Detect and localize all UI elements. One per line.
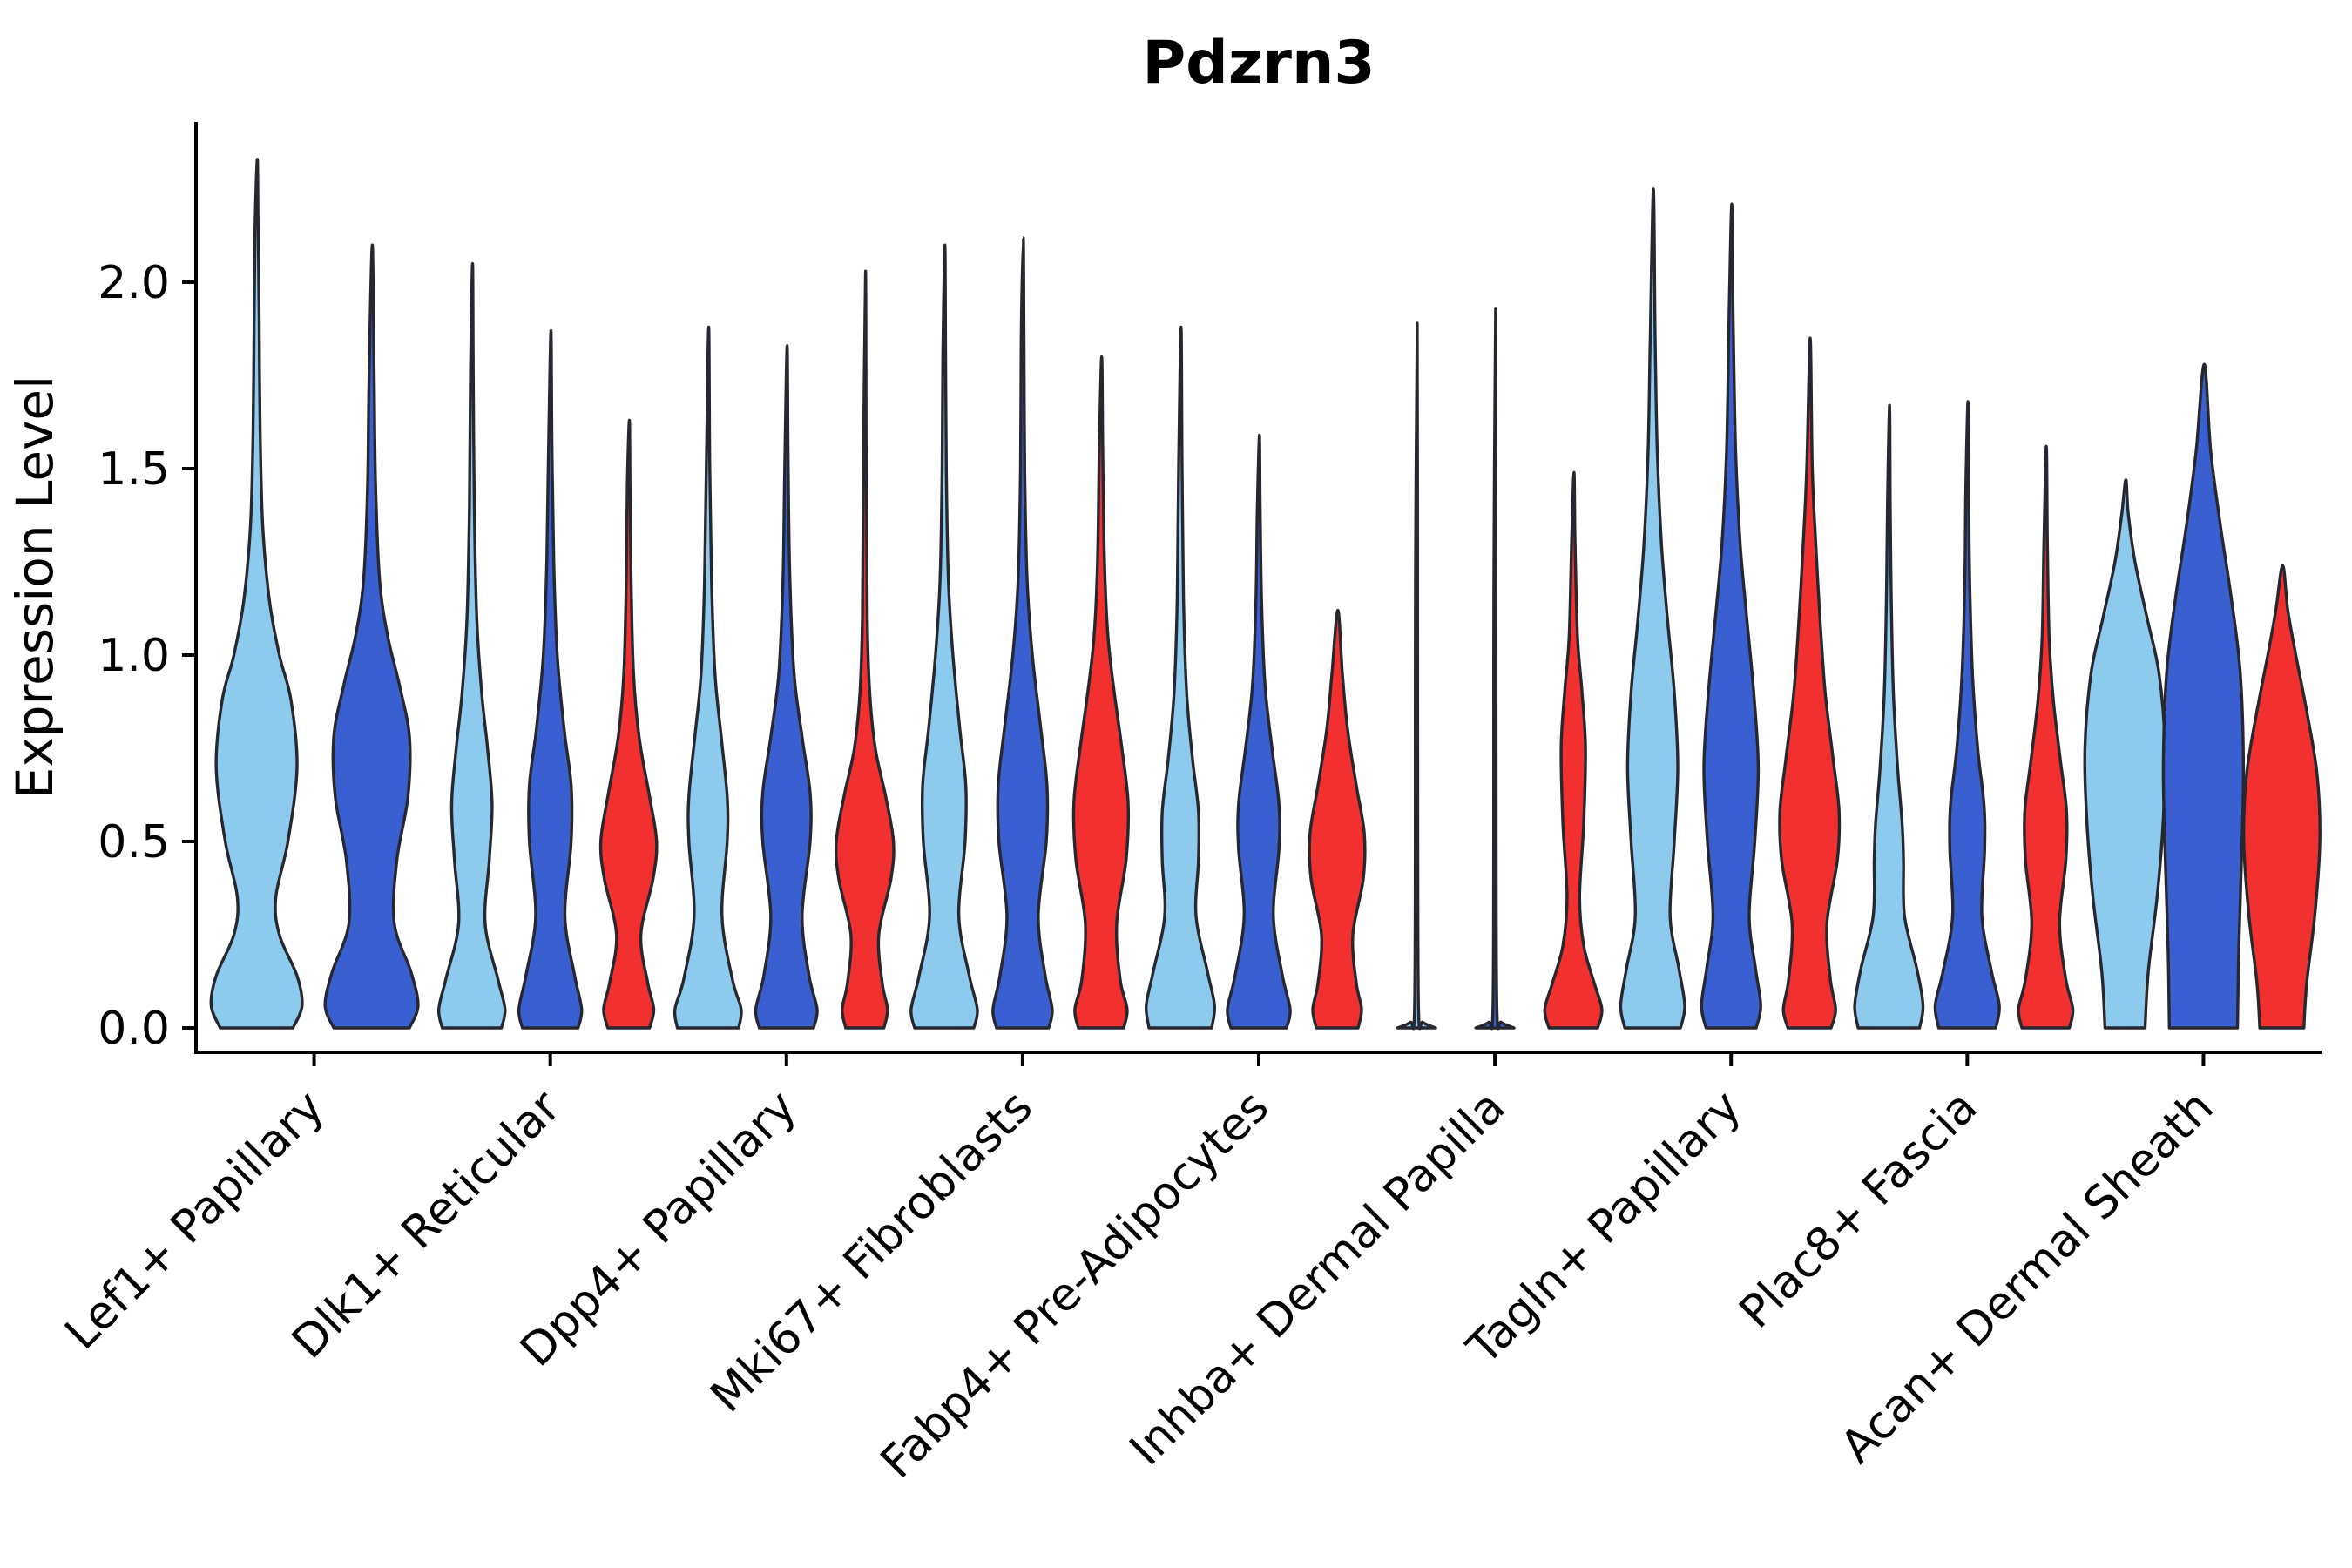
y-axis-label: Expression Level xyxy=(5,375,64,799)
axis-spines xyxy=(194,122,2322,1054)
violin-group5-series2 xyxy=(1226,433,1292,1030)
violin-group9-series2 xyxy=(2161,362,2246,1030)
violin-group7-series1 xyxy=(1619,187,1686,1030)
violin-group6-series3 xyxy=(1543,470,1604,1030)
violin-group8-series1 xyxy=(1853,403,1925,1030)
y-tick-label: 1.0 xyxy=(98,630,170,682)
y-tick-label: 0.5 xyxy=(98,816,170,868)
violin-group5-series3 xyxy=(1308,608,1367,1030)
violin-group7-series3 xyxy=(1778,336,1842,1030)
chart-title: Pdzrn3 xyxy=(1142,29,1375,98)
x-tick-label: Plac8+ Fascia xyxy=(1730,1081,1988,1339)
violin-group8-series2 xyxy=(1933,400,2001,1030)
violins-layer xyxy=(209,158,2322,1031)
violin-group1-series1 xyxy=(209,158,304,1030)
x-tick-label: Lef1+ Papillary xyxy=(56,1081,335,1360)
violin-group7-series2 xyxy=(1700,202,1762,1030)
violin-group6-series2 xyxy=(1474,307,1516,1031)
y-tick-label: 0.0 xyxy=(98,1003,170,1055)
violin-group3-series3 xyxy=(834,269,896,1030)
violin-group2-series1 xyxy=(436,261,507,1030)
violin-group2-series2 xyxy=(517,328,584,1030)
y-tick-label: 1.5 xyxy=(98,443,170,496)
violin-group6-series1 xyxy=(1396,321,1437,1031)
violin-group5-series1 xyxy=(1144,325,1217,1030)
violin-group9-series1 xyxy=(2083,478,2167,1030)
x-tick-label: Fabp4+ Pre-Adipocytes xyxy=(871,1081,1279,1489)
violin-group4-series3 xyxy=(1071,355,1131,1030)
violin-group9-series3 xyxy=(2241,564,2322,1030)
violin-group1-series2 xyxy=(323,243,420,1030)
x-tick-label: Acan+ Dermal Sheath xyxy=(1831,1081,2224,1474)
x-tick-label: Inhba+ Dermal Papilla xyxy=(1120,1081,1515,1476)
violin-group2-series3 xyxy=(598,418,659,1030)
violin-group3-series2 xyxy=(754,344,819,1030)
violin-group4-series1 xyxy=(909,243,979,1030)
violin-group3-series1 xyxy=(672,325,743,1030)
violin-group8-series3 xyxy=(2017,444,2075,1030)
y-tick-label: 2.0 xyxy=(98,257,170,309)
violin-group4-series2 xyxy=(991,235,1054,1030)
